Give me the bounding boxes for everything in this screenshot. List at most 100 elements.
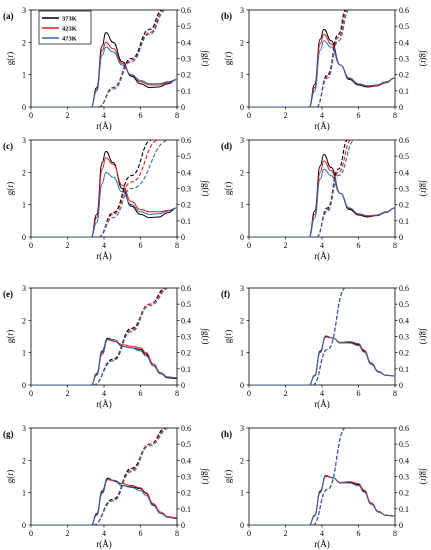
y-tick-label: 1	[22, 349, 26, 358]
x-tick-label: 0	[247, 111, 251, 120]
y-tick-label: 1	[22, 201, 26, 210]
y2-tick-label: 0.2	[399, 349, 409, 358]
x-axis-label: r(Å)	[314, 399, 330, 409]
y2-tick-label: 0.4	[399, 168, 409, 177]
y2-axis-label: ∫g(r)	[418, 328, 429, 345]
integral-line-423kgr	[98, 140, 159, 237]
legend-label: 373K	[62, 16, 77, 23]
y-tick-label: 3	[22, 136, 26, 145]
integral-line-473kgr	[92, 428, 170, 525]
panel-label: (e)	[3, 289, 13, 299]
y-axis-label: g(r)	[223, 470, 233, 484]
x-tick-label: 2	[284, 529, 288, 538]
y2-tick-label: 0	[181, 103, 185, 112]
x-tick-label: 2	[66, 241, 70, 250]
rdf-line-373k	[31, 337, 177, 385]
series-group	[31, 10, 177, 107]
y2-axis-label: ∫g(r)	[418, 180, 429, 197]
rdf-line-423k	[31, 41, 177, 107]
y2-axis-label: ∫g(r)	[200, 468, 211, 485]
y2-tick-label: 0.3	[399, 55, 409, 64]
y2-tick-label: 0.5	[181, 300, 191, 309]
x-tick-label: 6	[357, 241, 361, 250]
y-tick-label: 3	[22, 424, 26, 433]
y-tick-label: 1	[22, 71, 26, 80]
integral-line-473kgr	[316, 140, 356, 237]
x-tick-label: 2	[284, 389, 288, 398]
x-tick-label: 4	[102, 389, 106, 398]
rdf-line-373k	[31, 150, 177, 237]
y-tick-label: 1	[240, 349, 244, 358]
y2-tick-label: 0.6	[181, 6, 191, 15]
x-axis-label: r(Å)	[96, 251, 112, 261]
y2-tick-label: 0.1	[181, 365, 191, 374]
y2-tick-label: 0.3	[399, 185, 409, 194]
series-group	[249, 140, 395, 237]
y2-tick-label: 0.3	[181, 333, 191, 342]
integral-line-473kgr	[92, 288, 170, 385]
series-group	[31, 288, 177, 385]
y2-tick-label: 0	[399, 381, 403, 390]
x-tick-label: 8	[175, 241, 179, 250]
y2-tick-label: 0.6	[181, 284, 191, 293]
panel-label: (f)	[221, 289, 230, 299]
y2-tick-label: 0.4	[181, 38, 191, 47]
y2-tick-label: 0.2	[399, 489, 409, 498]
y2-tick-label: 0.6	[399, 284, 409, 293]
rdf-line-473k	[249, 168, 395, 237]
x-tick-label: 0	[29, 111, 33, 120]
panel-label: (h)	[221, 429, 232, 439]
y2-tick-label: 0	[399, 233, 403, 242]
x-tick-label: 8	[393, 529, 397, 538]
y-axis-label: g(r)	[223, 182, 233, 196]
x-tick-label: 0	[247, 529, 251, 538]
y2-tick-label: 0.5	[399, 300, 409, 309]
y2-axis-label: ∫g(r)	[418, 468, 429, 485]
y-axis-label: g(r)	[223, 330, 233, 344]
y2-tick-label: 0.3	[399, 333, 409, 342]
y2-tick-label: 0.6	[181, 136, 191, 145]
legend-label: 473K	[62, 36, 77, 43]
x-tick-label: 6	[139, 241, 143, 250]
y-tick-label: 0	[22, 521, 26, 530]
x-tick-label: 8	[175, 529, 179, 538]
y-tick-label: 1	[22, 489, 26, 498]
x-axis-label: r(Å)	[314, 539, 330, 549]
y2-tick-label: 0	[399, 521, 403, 530]
rdf-line-473k	[249, 335, 395, 385]
x-tick-label: 4	[320, 111, 324, 120]
legend-label: 423K	[62, 26, 77, 33]
y-tick-label: 3	[240, 424, 244, 433]
x-tick-label: 2	[66, 529, 70, 538]
x-tick-label: 6	[357, 389, 361, 398]
x-tick-label: 2	[66, 389, 70, 398]
rdf-line-473k	[31, 338, 177, 385]
y2-tick-label: 0.4	[399, 456, 409, 465]
x-axis-label: r(Å)	[96, 399, 112, 409]
panel-label: (g)	[3, 429, 14, 439]
y2-tick-label: 0.4	[399, 38, 409, 47]
x-tick-label: 8	[393, 111, 397, 120]
integral-line-423kgr	[316, 140, 352, 237]
y2-tick-label: 0.2	[181, 489, 191, 498]
y-tick-label: 2	[22, 38, 26, 47]
series-group	[31, 428, 177, 525]
x-tick-label: 2	[66, 111, 70, 120]
y-tick-label: 2	[240, 456, 244, 465]
integral-line-373kgr	[315, 10, 347, 107]
rdf-line-473k	[31, 46, 177, 107]
y2-axis-label: ∫g(r)	[200, 180, 211, 197]
y2-tick-label: 0	[181, 233, 185, 242]
y2-axis-label: ∫g(r)	[200, 328, 211, 345]
integral-line-373kgr	[316, 140, 349, 237]
x-tick-label: 8	[393, 241, 397, 250]
x-tick-label: 8	[175, 389, 179, 398]
y-tick-label: 2	[22, 316, 26, 325]
y-tick-label: 2	[240, 316, 244, 325]
